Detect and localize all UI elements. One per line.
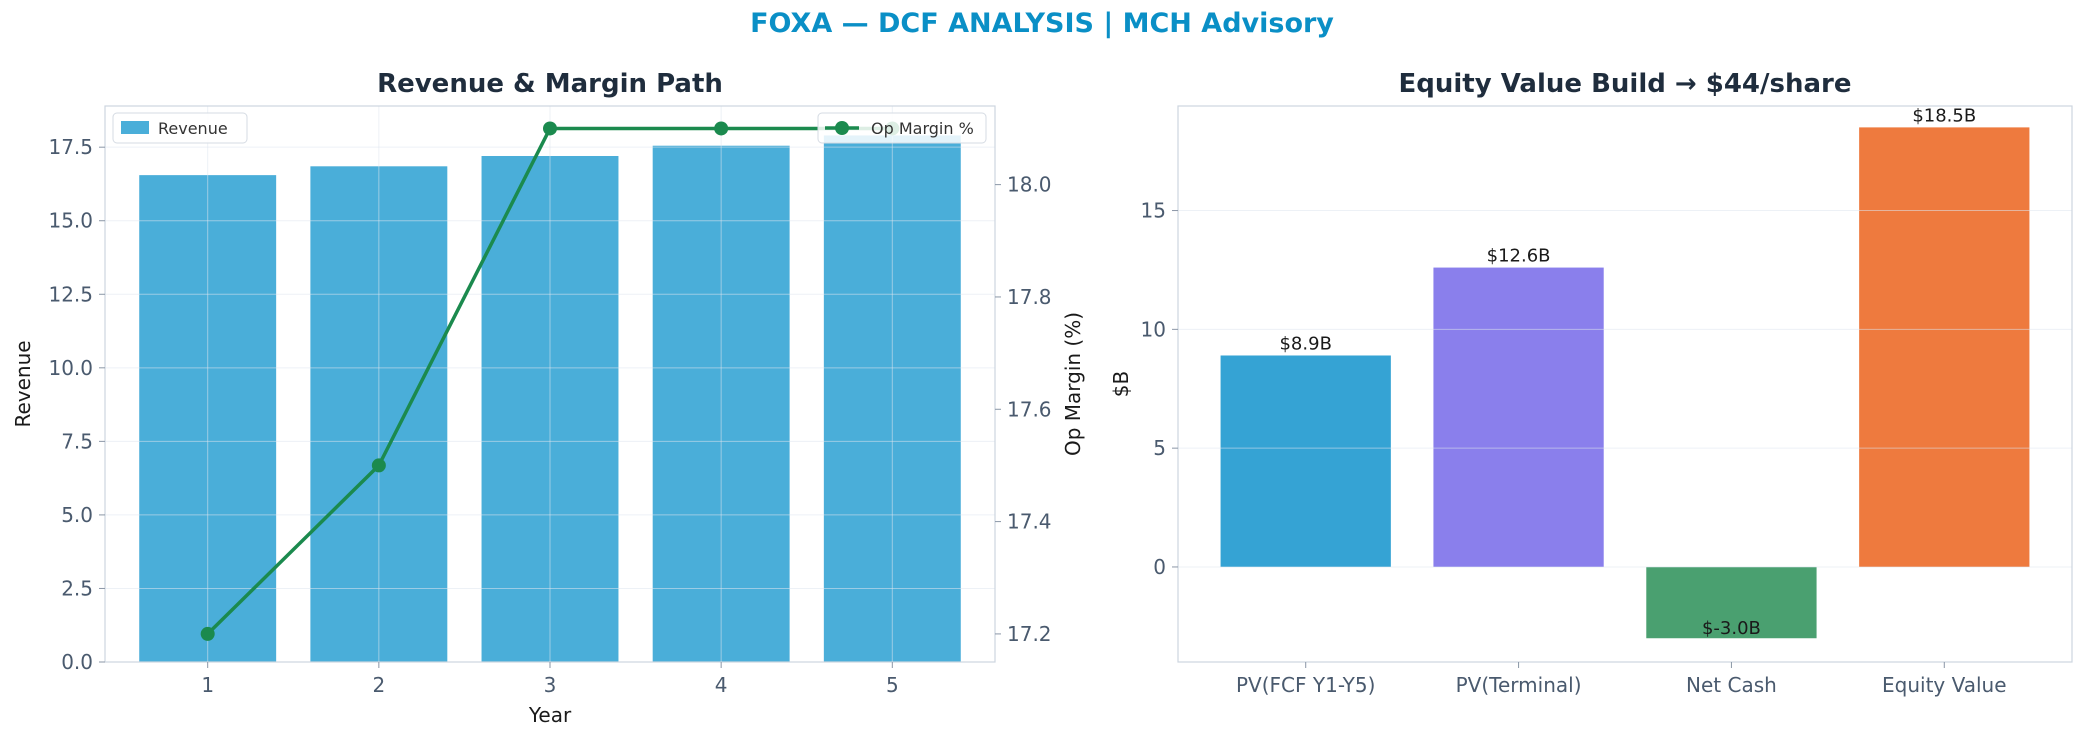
op-margin-point [543,121,557,136]
margin-legend-label: Op Margin % [871,119,974,138]
chart1-ytick-label: 7.5 [61,429,93,453]
chart2-ytick-label: 15 [1141,199,1166,223]
chart2-ylabel: $B [1109,371,1133,397]
chart2-frame [1177,105,2073,663]
equity-value-bar [1859,127,2030,567]
net-cash-bar [1646,566,1817,639]
chart2-title: Equity Value Build → $44/share [1399,69,1852,99]
chart1-ytick-label: 12.5 [48,282,93,306]
chart1-y2label: Op Margin (%) [1061,312,1085,456]
chart1-ytick-label: 2.5 [61,576,93,600]
chart1-xtick-label: 1 [201,673,214,697]
figure-title: FOXA — DCF ANALYSIS | MCH Advisory [750,8,1334,39]
chart1-y2tick-label: 18.0 [1007,173,1052,197]
chart1-y2tick-label: 17.2 [1007,622,1052,646]
chart1-y2tick-label: 17.8 [1007,285,1052,309]
chart2-ytick-label: 10 [1141,317,1166,341]
chart2-ytick-label: 0 [1153,555,1166,579]
chart2-data-label: $18.5B [1912,105,1976,126]
pv-fcf-bar [1220,355,1391,567]
chart2-xtick-label: Net Cash [1686,673,1777,697]
chart1-xtick-label: 3 [544,673,557,697]
pv-terminal-bar [1433,267,1604,567]
revenue-legend-swatch [121,121,149,134]
margin-legend-marker [835,121,849,135]
margin-legend-box [817,112,987,144]
chart1-xlabel: Year [528,703,572,727]
chart1-title: Revenue & Margin Path [377,69,723,99]
chart1-xtick-label: 5 [886,673,899,697]
chart1-ytick-label: 10.0 [48,356,93,380]
chart1-y2tick-label: 17.4 [1007,510,1052,534]
op-margin-point [714,121,729,136]
chart1-xtick-label: 4 [715,673,728,697]
chart2-ytick-label: 5 [1153,436,1166,460]
op-margin-point [200,626,215,641]
chart1-ytick-label: 17.5 [48,135,93,159]
revenue-legend-box [112,112,248,144]
chart2-xtick-label: PV(Terminal) [1456,673,1582,697]
chart2-data-label: $12.6B [1487,246,1551,267]
chart2-data-label: $-3.0B [1702,618,1761,639]
chart2-data-label: $8.9B [1279,333,1331,354]
chart1-ylabel: Revenue [11,340,35,427]
chart1-y2tick-label: 17.6 [1007,397,1052,421]
chart2-xtick-label: PV(FCF Y1-Y5) [1236,673,1375,697]
chart1-xtick-label: 2 [372,673,385,697]
chart1-ytick-label: 5.0 [61,503,93,527]
chart1-ytick-label: 15.0 [48,209,93,233]
chart2-xtick-label: Equity Value [1882,673,2007,697]
op-margin-point [371,458,386,473]
chart1-ytick-label: 0.0 [61,650,93,674]
revenue-legend-label: Revenue [158,119,228,138]
